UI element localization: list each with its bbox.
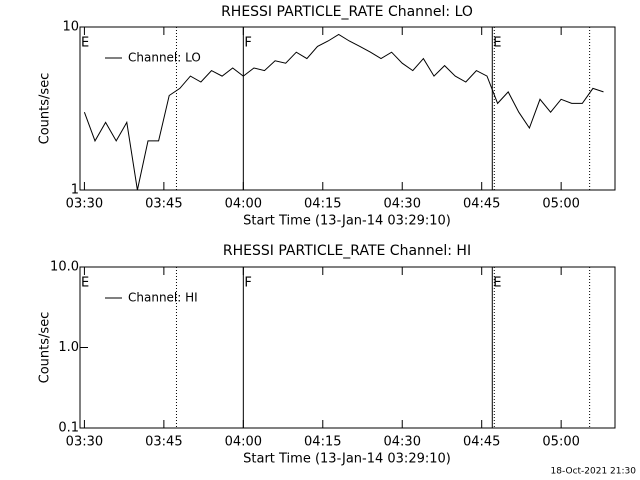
- timestamp: 18-Oct-2021 21:30: [551, 467, 637, 477]
- x-axis-title: Start Time (13-Jan-14 03:29:10): [243, 214, 451, 229]
- x-tick-label: 05:00: [542, 197, 579, 212]
- flag-label: F: [244, 36, 251, 51]
- flag-label: E: [81, 36, 89, 51]
- plot-frame: [79, 26, 616, 191]
- flag-label: F: [244, 276, 251, 291]
- x-tick-label: 04:15: [304, 435, 341, 450]
- x-tick-label: 04:30: [384, 435, 421, 450]
- data-line: [83, 33, 604, 191]
- x-tick-label: 04:00: [225, 197, 262, 212]
- legend-label: Channel: HI: [128, 291, 198, 305]
- x-tick-label: 03:30: [66, 435, 103, 450]
- x-tick-label: 03:45: [145, 197, 182, 212]
- y-tick-label: 1.0: [58, 340, 79, 355]
- x-tick-label: 05:00: [542, 435, 579, 450]
- legend-label: Channel: LO: [128, 51, 201, 65]
- x-tick-label: 04:00: [225, 435, 262, 450]
- y-tick-label: 10: [62, 20, 79, 35]
- x-axis-title: Start Time (13-Jan-14 03:29:10): [243, 452, 451, 467]
- x-tick-label: 04:45: [463, 435, 500, 450]
- y-tick-label: 0.1: [58, 421, 79, 436]
- y-axis-title: Counts/sec: [38, 73, 53, 145]
- y-axis-title: Counts/sec: [38, 312, 53, 384]
- flag-label: E: [493, 276, 501, 291]
- y-tick-label: 1: [71, 183, 79, 198]
- flag-label: E: [493, 36, 501, 51]
- x-tick-label: 04:30: [384, 197, 421, 212]
- x-tick-label: 04:15: [304, 197, 341, 212]
- x-tick-label: 04:45: [463, 197, 500, 212]
- chart-title: RHESSI PARTICLE_RATE Channel: HI: [223, 243, 471, 259]
- x-tick-label: 03:30: [66, 197, 103, 212]
- chart-title: RHESSI PARTICLE_RATE Channel: LO: [221, 4, 473, 20]
- x-tick-label: 03:45: [145, 435, 182, 450]
- flag-label: E: [81, 276, 89, 291]
- y-tick-label: 10.0: [50, 260, 79, 275]
